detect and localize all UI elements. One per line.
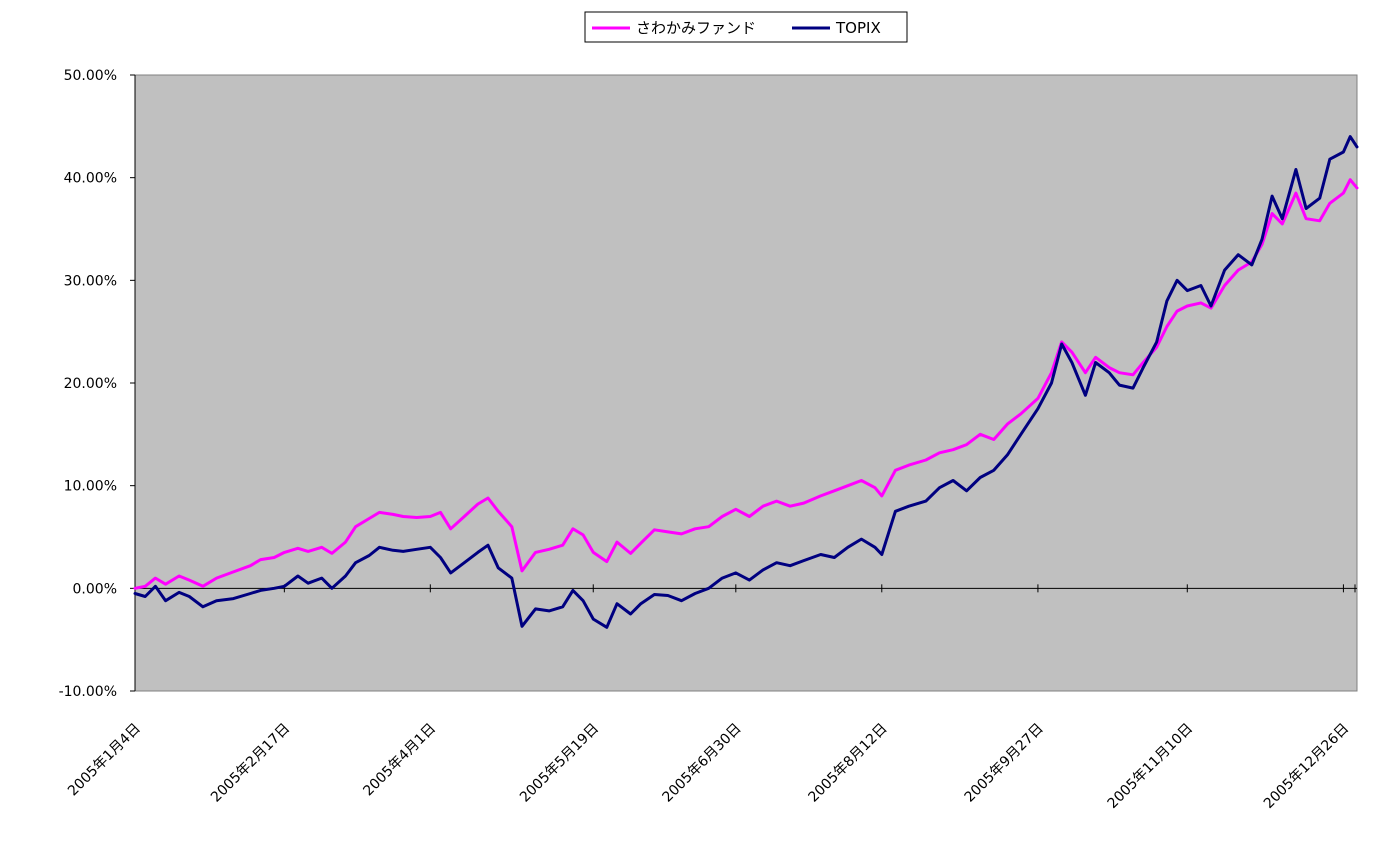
series-line-topix: [133, 135, 1359, 629]
legend-label-topix: TOPIX: [835, 19, 881, 37]
y-tick-label: 30.00%: [64, 273, 117, 289]
y-tick-label: 50.00%: [64, 68, 117, 84]
legend-label-sawakami: さわかみファンド: [636, 19, 756, 37]
y-tick-label: 0.00%: [73, 581, 117, 597]
legend-box: [584, 11, 908, 43]
y-tick-label: 40.00%: [64, 171, 117, 187]
legend: さわかみファンド TOPIX: [584, 11, 908, 43]
series-lines: [133, 135, 1359, 629]
series-line-sawakami: [133, 178, 1359, 590]
plot-area: [134, 74, 1358, 692]
y-tick-label: 10.00%: [64, 479, 117, 495]
y-tick-label: 20.00%: [64, 376, 117, 392]
y-tick-label: -10.00%: [59, 684, 117, 700]
